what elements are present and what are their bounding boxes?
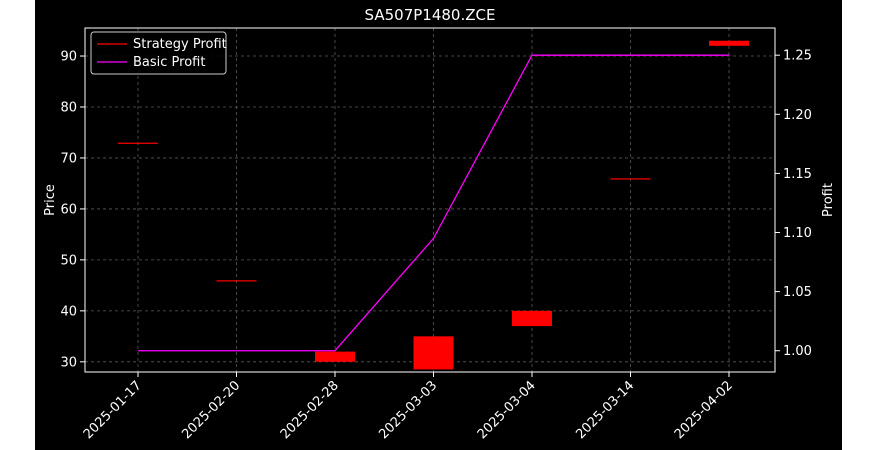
candle	[315, 351, 355, 362]
legend-box	[90, 31, 227, 75]
chart-title: SA507P1480.ZCE	[365, 6, 496, 24]
y-tick-label-left: 80	[60, 100, 77, 115]
chart-figure: 30 40 50 60 70 80 90 1.00 1.05 1.10 1.15 1.20 1.25 20…	[35, 0, 842, 450]
x-tick-label: 2025-02-28	[278, 378, 342, 442]
y-tick-label-left: 40	[60, 304, 77, 319]
y-tick-label-left: 30	[60, 355, 77, 370]
candle	[216, 280, 257, 282]
y-tick-label-left: 90	[60, 50, 77, 65]
y-axis-label-right: Profit	[821, 183, 836, 217]
plot-frame	[84, 27, 776, 373]
candle	[413, 336, 454, 370]
x-tick-label: 2025-03-04	[475, 378, 539, 442]
candle	[610, 178, 651, 180]
y-tick-label-left: 60	[60, 202, 77, 217]
y-tick-label-right: 1.15	[783, 167, 812, 182]
y-tick-label-right: 1.20	[783, 108, 812, 123]
legend-label-strategy-profit: Strategy Profit	[133, 37, 227, 52]
y-tick-label-left: 70	[60, 151, 77, 166]
candle	[118, 142, 158, 144]
legend: Strategy Profit Basic Profit	[90, 31, 227, 75]
candle	[512, 310, 552, 327]
y-tick-label-right: 1.25	[783, 49, 812, 64]
x-tick-label: 2025-04-02	[672, 378, 736, 442]
legend-label-basic-profit: Basic Profit	[133, 55, 205, 70]
x-tick-label: 2025-01-17	[81, 378, 145, 442]
x-tick-label: 2025-02-20	[179, 378, 243, 442]
x-tick-label: 2025-03-14	[573, 378, 637, 442]
marks	[118, 40, 749, 370]
x-tick-label: 2025-03-03	[376, 378, 440, 442]
y-tick-label-right: 1.05	[783, 285, 812, 300]
y-axis-label-left: Price	[43, 184, 58, 216]
chart-svg: 30 40 50 60 70 80 90 1.00 1.05 1.10 1.15 1.20 1.25 20…	[43, 6, 836, 442]
candle	[709, 40, 749, 46]
basic-profit-line	[138, 54, 729, 352]
y-tick-label-left: 50	[60, 253, 77, 268]
y-tick-label-right: 1.10	[783, 226, 812, 241]
y-tick-label-right: 1.00	[783, 344, 812, 359]
plot-background	[85, 28, 775, 372]
